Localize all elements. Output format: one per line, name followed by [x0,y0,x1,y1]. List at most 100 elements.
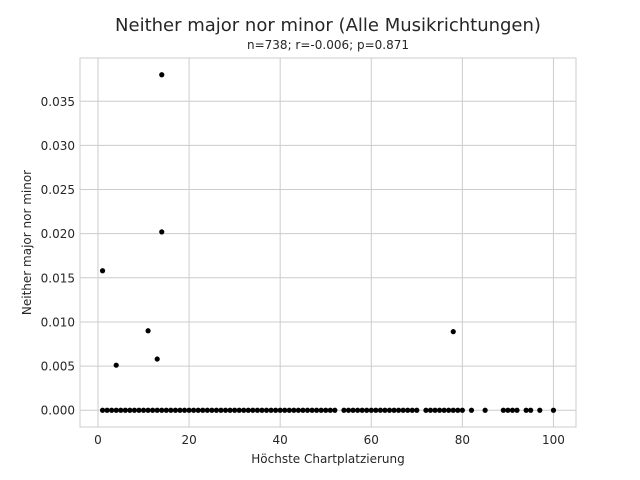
x-tick-label: 20 [181,433,196,447]
data-point [450,329,456,335]
x-axis-label: Höchste Chartplatzierung [251,452,405,466]
data-point [423,407,429,413]
data-point [414,407,420,413]
data-point [145,407,151,413]
x-tick-label: 60 [364,433,379,447]
data-point [345,407,352,413]
data-point [99,407,106,413]
data-point [227,407,233,413]
x-tick-label: 0 [94,433,102,447]
data-point [236,407,242,413]
data-point [432,407,438,413]
data-point [222,407,229,413]
data-point [368,407,374,413]
data-point [177,407,183,413]
data-point [136,407,142,413]
y-tick-label: 0.015 [41,271,75,285]
data-point [168,407,174,413]
data-point [154,356,160,362]
data-point [209,407,215,413]
data-point [446,407,452,413]
data-point [109,407,115,413]
data-point [441,407,447,413]
data-point [268,407,274,413]
plot-frame [79,57,577,428]
data-point [309,407,315,413]
data-point [232,407,238,413]
data-point [400,407,406,413]
data-point [332,407,338,413]
y-axis-label: Neither major nor minor [20,170,34,315]
data-point [218,407,224,413]
data-point [323,407,329,413]
x-tick-label: 40 [273,433,288,447]
data-point [113,407,119,413]
data-point [514,407,520,413]
data-point [373,407,379,413]
data-point [459,407,465,413]
y-tick-label: 0.035 [41,95,75,109]
data-point [295,407,301,413]
data-point [436,407,443,413]
data-point [468,407,475,413]
data-point [195,407,201,413]
data-point [113,362,119,368]
x-tick-label: 80 [455,433,470,447]
chart-title: Neither major nor minor (Alle Musikricht… [115,15,541,36]
data-point [291,407,297,413]
x-tick-labels: 0 20 40 60 80 100 [94,433,565,447]
data-point [99,268,106,274]
data-point [455,407,461,413]
data-point [300,407,306,413]
data-point [500,407,506,413]
data-point [127,407,133,413]
data-point [259,407,265,413]
data-point [286,407,292,413]
data-point [377,407,383,413]
y-tick-labels: 0.000 0.005 0.010 0.015 0.020 0.025 0.030 0.035 [41,95,75,418]
data-point [505,407,511,413]
y-tick-label: 0.020 [41,227,75,241]
data-point [172,407,179,413]
data-point [528,407,534,413]
data-point [482,407,488,413]
data-point [304,407,311,413]
data-point [241,407,247,413]
data-point [254,407,261,413]
data-point [159,407,165,413]
data-point [386,407,393,413]
y-tick-label: 0.000 [41,404,75,418]
data-point [318,407,324,413]
data-point [341,407,347,413]
data-point [159,229,165,235]
data-point [277,407,283,413]
data-point [131,407,138,413]
data-point [314,407,320,413]
data-point [181,407,188,413]
data-point [250,407,256,413]
data-point [186,407,192,413]
data-point [118,407,124,413]
data-point [204,407,210,413]
data-point [350,407,356,413]
chart-subtitle: n=738; r=-0.006; p=0.871 [247,38,409,52]
y-tick-label: 0.005 [41,360,75,374]
data-point [191,407,197,413]
data-point [355,407,361,413]
data-point [550,407,557,413]
data-point [273,407,279,413]
data-point [509,407,516,413]
data-point [200,407,206,413]
data-point [104,407,110,413]
x-tick-label: 100 [542,433,565,447]
grid-lines [80,58,576,427]
data-point [427,407,434,413]
data-point [150,407,156,413]
data-point [450,407,456,413]
data-point [140,407,147,413]
y-tick-label: 0.025 [41,183,75,197]
data-point [145,328,151,334]
data-point [213,407,220,413]
